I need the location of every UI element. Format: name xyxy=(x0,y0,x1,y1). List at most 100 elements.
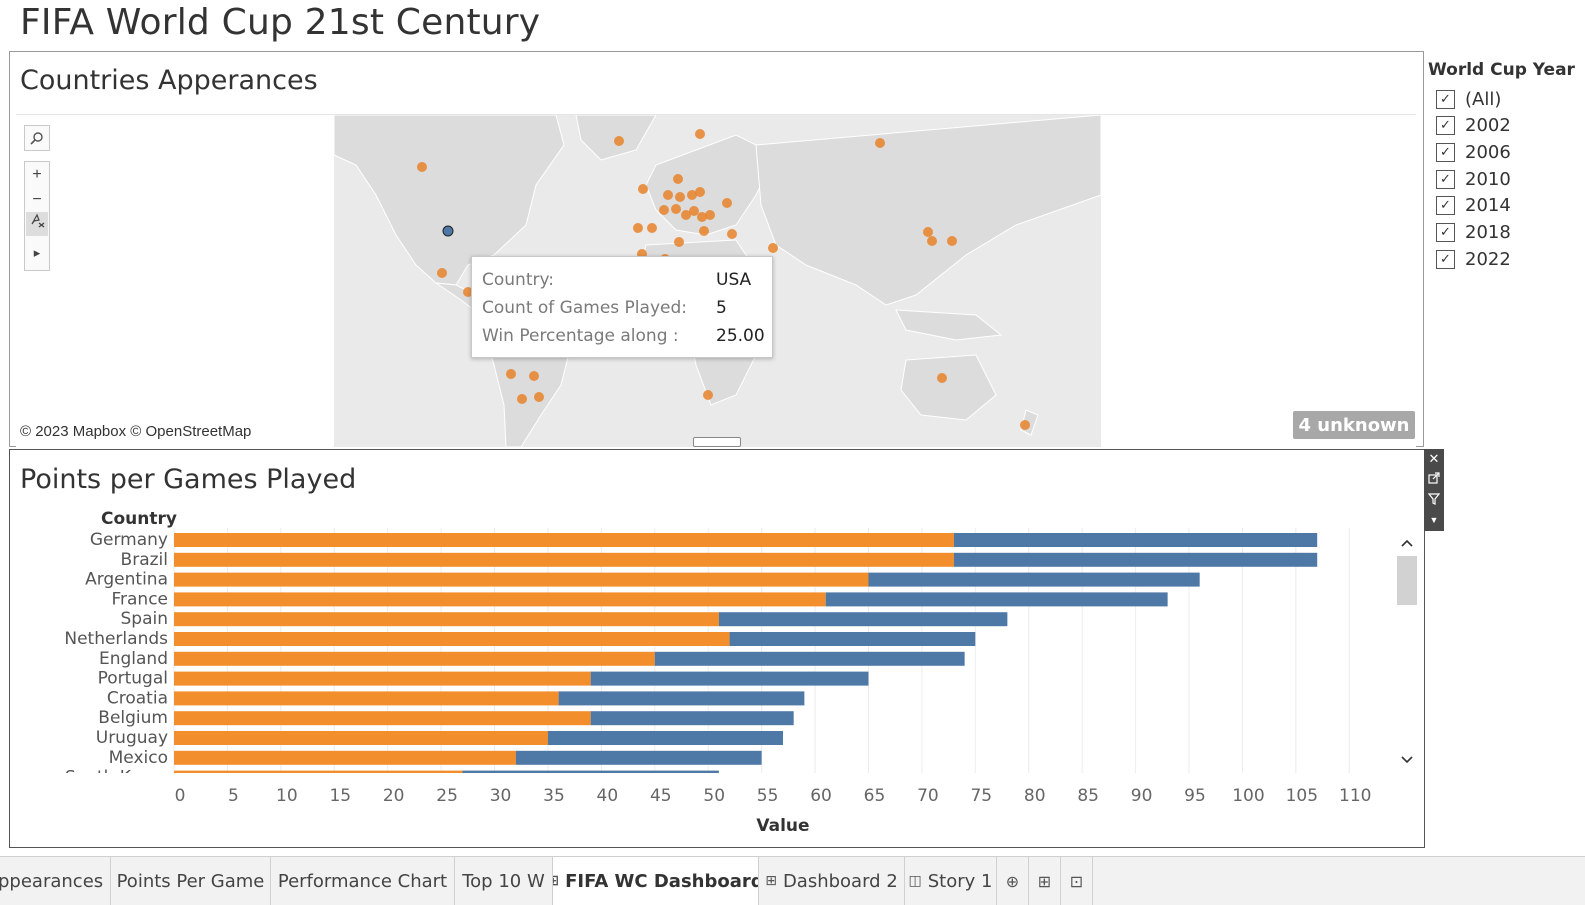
new-story-icon[interactable]: ⊡ xyxy=(1061,857,1093,905)
category-label[interactable]: Croatia xyxy=(107,688,168,708)
sheet-tab[interactable]: ⊞ Dashboard 2 xyxy=(759,857,905,905)
category-label[interactable]: Brazil xyxy=(121,550,168,570)
zoom-out-button[interactable]: − xyxy=(32,191,42,208)
sheet-tab[interactable]: ppearances xyxy=(0,857,111,905)
bar-segment[interactable] xyxy=(868,572,1200,587)
sheet-tab[interactable]: ⊞ FIFA WC Dashboard xyxy=(553,857,759,905)
bar-segment[interactable] xyxy=(174,691,559,706)
bar-segment[interactable] xyxy=(174,731,548,745)
new-worksheet-icon[interactable]: ⊕ xyxy=(997,857,1029,905)
year-filter-item[interactable]: ✓ 2022 xyxy=(1436,247,1511,271)
year-filter-item[interactable]: ✓ 2014 xyxy=(1436,194,1511,218)
bar-segment[interactable] xyxy=(718,612,1008,627)
sheet-tab-label: Story 1 xyxy=(927,870,993,892)
sheet-tab[interactable]: ◫ Story 1 xyxy=(905,857,997,905)
sheet-tab[interactable]: Points Per Game xyxy=(111,857,271,905)
checkbox-icon[interactable]: ✓ xyxy=(1436,249,1455,269)
year-filter-item[interactable]: ✓ (All) xyxy=(1436,87,1501,111)
bar-segment[interactable] xyxy=(953,552,1318,567)
map-search-icon[interactable] xyxy=(24,125,50,151)
bar-segment[interactable] xyxy=(590,671,869,686)
dropdown-icon[interactable]: ▼ xyxy=(1429,515,1439,525)
bar-segment[interactable] xyxy=(547,731,783,745)
category-label[interactable]: Uruguay xyxy=(96,728,168,748)
bar-segment[interactable] xyxy=(174,671,591,686)
unknown-locations-badge[interactable]: 4 unknown xyxy=(1293,411,1415,439)
x-tick-label: 10 xyxy=(276,786,298,806)
bar-segment[interactable] xyxy=(174,612,719,627)
tooltip-value: 25.00 xyxy=(716,326,765,346)
scroll-down-icon[interactable] xyxy=(1396,750,1418,770)
sheet-tab[interactable]: Top 10 W xyxy=(455,857,553,905)
checkbox-icon[interactable]: ✓ xyxy=(1436,223,1455,242)
selection-tools-button[interactable] xyxy=(26,212,48,236)
scroll-up-icon[interactable] xyxy=(1396,533,1418,553)
marker-austria xyxy=(689,206,699,216)
year-filter-item[interactable]: ✓ 2018 xyxy=(1436,221,1511,245)
expand-toolbar-button[interactable]: ▸ xyxy=(33,245,41,260)
bar-chart-scrollbar[interactable] xyxy=(1396,530,1418,774)
filter-icon[interactable] xyxy=(1424,489,1444,509)
bar-segment[interactable] xyxy=(174,572,869,587)
category-label[interactable]: England xyxy=(99,649,168,669)
sheet-tab[interactable]: Performance Chart xyxy=(271,857,455,905)
bar-segment[interactable] xyxy=(558,691,805,706)
checkbox-icon[interactable]: ✓ xyxy=(1436,169,1455,189)
bar-segment[interactable] xyxy=(174,770,463,785)
category-label[interactable]: Argentina xyxy=(85,570,168,590)
x-tick-label: 15 xyxy=(329,786,351,806)
category-label[interactable]: Netherlands xyxy=(64,629,168,649)
x-tick-label: 70 xyxy=(917,786,939,806)
close-icon[interactable]: ✕ xyxy=(1428,451,1440,466)
bar-segment[interactable] xyxy=(462,770,719,785)
category-label[interactable]: South Korea xyxy=(65,768,168,788)
year-filter-label: 2010 xyxy=(1465,168,1511,190)
bar-segment[interactable] xyxy=(654,651,965,666)
bar-segment[interactable] xyxy=(174,552,954,567)
sheet-tab-label: Top 10 W xyxy=(462,870,545,892)
bar-segment[interactable] xyxy=(174,750,516,765)
year-filter-item[interactable]: ✓ 2002 xyxy=(1436,114,1511,138)
checkbox-icon[interactable]: ✓ xyxy=(1436,116,1455,136)
bar-segment[interactable] xyxy=(515,750,762,765)
bar-segment[interactable] xyxy=(953,533,1318,547)
bar-segment[interactable] xyxy=(174,632,730,646)
category-label[interactable]: France xyxy=(111,589,168,609)
checkbox-icon[interactable]: ✓ xyxy=(1436,196,1455,216)
category-label[interactable]: Belgium xyxy=(98,708,168,728)
marker-korea-2 xyxy=(927,236,937,246)
category-label[interactable]: Mexico xyxy=(109,748,168,768)
marker-australia xyxy=(937,373,947,383)
tooltip-value: 5 xyxy=(716,298,727,318)
category-label[interactable]: Germany xyxy=(90,530,168,550)
year-filter-item[interactable]: ✓ 2010 xyxy=(1436,167,1511,191)
checkbox-icon[interactable]: ✓ xyxy=(1436,89,1455,109)
year-filter-label: 2002 xyxy=(1465,115,1511,137)
map-attribution[interactable]: © 2023 Mapbox © OpenStreetMap xyxy=(20,423,252,440)
year-filter-label: 2018 xyxy=(1465,222,1511,243)
row-header-country[interactable]: Country xyxy=(101,509,177,529)
checkbox-icon[interactable]: ✓ xyxy=(1436,142,1455,162)
bar-segment[interactable] xyxy=(174,533,954,547)
category-label[interactable]: Portugal xyxy=(98,669,168,689)
new-dashboard-icon[interactable]: ⊞ xyxy=(1029,857,1061,905)
zone-resize-handle[interactable] xyxy=(693,437,741,447)
dashboard-icon: ⊞ xyxy=(765,873,777,889)
bar-segment[interactable] xyxy=(174,651,655,666)
x-tick-label: 75 xyxy=(970,786,992,806)
marker-japan xyxy=(947,236,957,246)
bar-chart-svg[interactable]: GermanyBrazilArgentinaFranceSpainNetherl… xyxy=(10,520,1410,840)
bar-segment[interactable] xyxy=(174,711,591,726)
x-tick-label: 100 xyxy=(1232,786,1264,806)
category-label[interactable]: Spain xyxy=(121,609,169,629)
marker-new-zealand xyxy=(1020,420,1030,430)
scroll-thumb[interactable] xyxy=(1397,556,1417,605)
bar-segment[interactable] xyxy=(174,592,826,607)
year-filter-item[interactable]: ✓ 2006 xyxy=(1436,140,1511,164)
bar-segment[interactable] xyxy=(729,632,976,646)
zoom-in-button[interactable]: + xyxy=(32,166,42,183)
bar-segment[interactable] xyxy=(825,592,1168,607)
x-axis-title[interactable]: Value xyxy=(756,816,809,836)
bar-segment[interactable] xyxy=(590,711,794,726)
popout-icon[interactable] xyxy=(1424,468,1444,488)
